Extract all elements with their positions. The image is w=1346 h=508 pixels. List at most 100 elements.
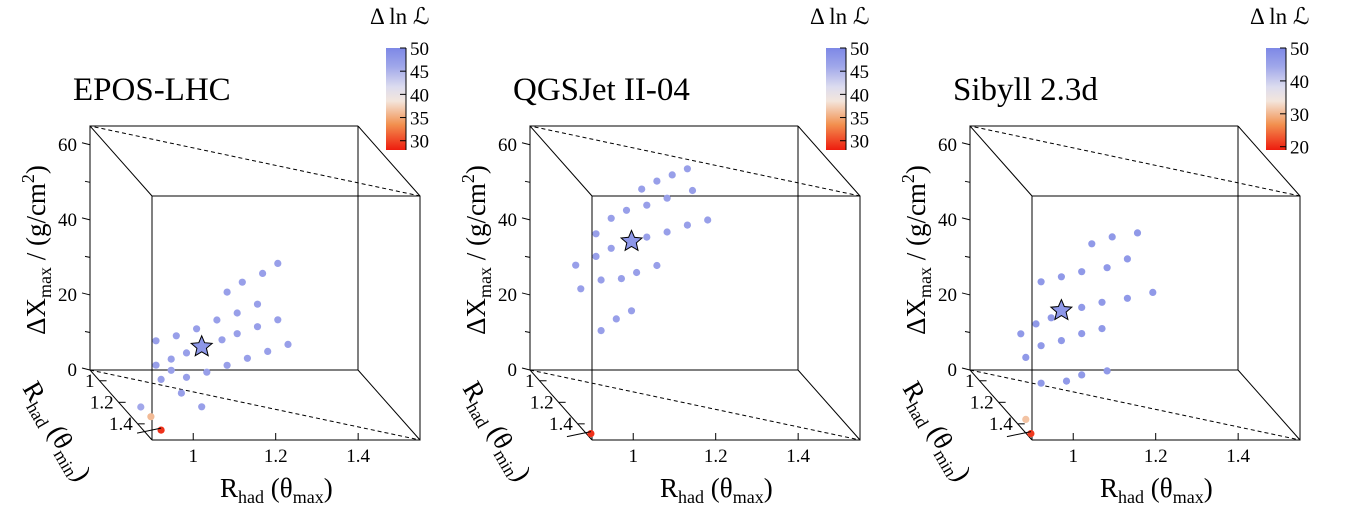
z-axis-label: ΔXmax / (g/cm2) (18, 165, 55, 335)
colorbar-tick-label: 35 (410, 109, 429, 130)
data-point (1062, 377, 1071, 385)
data-point (1037, 379, 1045, 387)
data-point (607, 214, 615, 222)
colorbar-tick-label: 20 (1290, 138, 1309, 159)
y-tick-label: 1.4 (109, 414, 133, 435)
data-point (253, 300, 262, 308)
z-axis-label: ΔXmax / (g/cm2) (898, 165, 935, 335)
z-tick (81, 367, 91, 371)
data-point (182, 373, 191, 381)
z-label-close: ) (21, 165, 51, 174)
cube-edge (797, 125, 861, 197)
z-label-unit: / (g/cm (21, 183, 51, 267)
panel-title: EPOS-LHC (73, 72, 231, 108)
colorbar-tick-label: 35 (850, 109, 869, 130)
data-point (653, 261, 661, 270)
reference-line (1006, 431, 1032, 438)
x-label-arg: (θ (1144, 473, 1173, 503)
data-point (1149, 288, 1157, 296)
data-point (638, 185, 646, 193)
data-point (223, 288, 231, 296)
z-tick-label: 60 (58, 135, 77, 156)
z-label-close: ) (901, 165, 931, 174)
cube-edge (89, 369, 153, 441)
cube-edge (1237, 369, 1301, 441)
x-label-arg: (θ (704, 473, 733, 503)
data-point (213, 316, 221, 324)
data-point (238, 278, 246, 286)
x-tick-label: 1 (628, 446, 638, 467)
colorbar-tick-label: 50 (1290, 39, 1309, 60)
z-label-sub: max (915, 267, 935, 298)
z-label-unit: / (g/cm (461, 183, 491, 267)
z-tick (81, 292, 91, 296)
data-point (663, 194, 671, 202)
best-fit-star (1049, 298, 1074, 321)
x-tick-label: 1.2 (264, 446, 288, 467)
data-point (243, 354, 251, 362)
y-tick-label: 1 (525, 371, 535, 392)
colorbar-tick-label: 40 (850, 85, 869, 106)
x-label-arg: (θ (264, 473, 293, 503)
z-tick-label: 20 (58, 285, 77, 306)
colorbar (826, 48, 846, 150)
data-point (233, 330, 241, 338)
x-tick-label: 1.2 (704, 446, 728, 467)
reference-line (136, 427, 162, 434)
z-tick (81, 217, 91, 221)
data-point (1103, 367, 1111, 375)
data-point (683, 221, 691, 229)
data-point (1103, 264, 1111, 272)
y-tick-label: 1 (965, 371, 975, 392)
data-point (172, 332, 180, 340)
x-label-sub: had (238, 487, 264, 507)
data-point (264, 347, 272, 355)
cube-edge (529, 369, 593, 441)
z-label-sub: max (35, 267, 55, 298)
x-tick-label: 1.4 (1226, 446, 1250, 467)
x-label-close: ) (764, 473, 773, 503)
colorbar-tick-label: 45 (410, 62, 429, 83)
colorbar-tick-label: 30 (1290, 105, 1309, 126)
x-tick-label: 1 (1068, 446, 1078, 467)
reference-line (566, 431, 592, 438)
z-minor-tick (524, 180, 531, 183)
data-point (1078, 330, 1086, 338)
data-point (157, 426, 165, 434)
z-label-sup: 2 (18, 174, 38, 183)
data-point (627, 307, 636, 315)
colorbar-tick-label: 50 (410, 39, 429, 60)
z-label-sub: max (475, 267, 495, 298)
data-point (218, 336, 226, 344)
data-point (167, 366, 175, 374)
data-point (193, 325, 201, 333)
x-axis-label: Rhad (θmax) (1100, 473, 1213, 507)
x-label-close: ) (1204, 473, 1213, 503)
data-point (688, 186, 697, 195)
z-minor-tick (964, 180, 971, 183)
x-tick-label: 1.4 (346, 446, 370, 467)
y-axis-label: Rhad (θmin) (893, 376, 977, 488)
x-label-sub: had (678, 487, 704, 507)
cube-edge (1237, 125, 1301, 197)
colorbar-tick-label: 30 (410, 132, 429, 153)
data-point (167, 355, 175, 363)
y-tick-label: 1 (85, 371, 95, 392)
z-minor-tick (524, 255, 531, 258)
data-point (259, 269, 267, 277)
panel-title: QGSJet II-04 (513, 72, 690, 108)
data-point (1057, 337, 1065, 345)
z-label-main: ΔX (901, 298, 931, 335)
colorbar-tick-label: 45 (850, 62, 869, 83)
data-point (683, 165, 691, 173)
x-label-arg-sub: max (1173, 487, 1204, 507)
data-point (223, 361, 231, 369)
colorbar-tick-label: 30 (850, 132, 869, 153)
x-label-close: ) (324, 473, 333, 503)
colorbar-tick-label: 50 (850, 39, 869, 60)
data-point (592, 252, 600, 260)
data-point (1037, 342, 1045, 350)
